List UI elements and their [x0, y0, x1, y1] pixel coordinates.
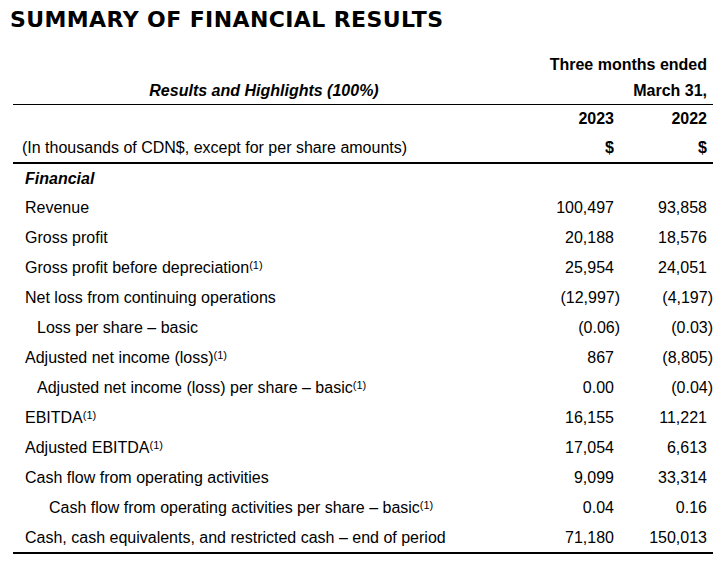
numeric-value: (4,197): [662, 289, 713, 306]
numeric-value: 150,013: [649, 529, 707, 546]
value-2022: 33,314: [620, 463, 713, 493]
table-row: EBITDA(1) 16,155 11,221: [13, 403, 713, 433]
row-label: Adjusted net income (loss) per share – b…: [13, 373, 515, 403]
value-2023: 20,188: [515, 223, 620, 253]
value-2023: 25,954: [515, 253, 620, 283]
column-header-2023: 2023: [515, 104, 620, 131]
units-note: (In thousands of CDN$, except for per sh…: [13, 131, 515, 163]
units-header-row: (In thousands of CDN$, except for per sh…: [13, 131, 713, 163]
row-label: Cash flow from operating activities: [13, 463, 515, 493]
value-2022: (8,805): [620, 343, 713, 373]
value-2023: 17,054: [515, 433, 620, 463]
row-label: Cash, cash equivalents, and restricted c…: [13, 523, 515, 553]
value-2022: (0.03): [620, 313, 713, 343]
table-row: Cash flow from operating activities per …: [13, 493, 713, 523]
table-row: Gross profit before depreciation(1) 25,95…: [13, 253, 713, 283]
value-2023: 9,099: [515, 463, 620, 493]
table-row: Cash, cash equivalents, and restricted c…: [13, 523, 713, 553]
numeric-value: (12,997): [560, 289, 620, 306]
value-2022: 93,858: [620, 193, 713, 223]
results-highlights-heading: Results and Highlights (100%): [13, 76, 515, 104]
financial-results-table: Three months ended Results and Highlight…: [13, 50, 713, 554]
numeric-value: 6,613: [667, 439, 707, 456]
numeric-value: 11,221: [659, 409, 707, 426]
value-2022: (0.04): [620, 373, 713, 403]
value-2022: 11,221: [620, 403, 713, 433]
value-2023: (12,997): [515, 283, 620, 313]
numeric-value: 9,099: [574, 469, 614, 486]
period-line1: Three months ended: [13, 50, 713, 76]
value-2022: 24,051: [620, 253, 713, 283]
page-title: SUMMARY OF FINANCIAL RESULTS: [10, 8, 727, 32]
row-label: Adjusted net income (loss)(1): [13, 343, 515, 373]
value-2022: 6,613: [620, 433, 713, 463]
row-label: Revenue: [13, 193, 515, 223]
numeric-value: 0.16: [676, 499, 707, 516]
table-row: Net loss from continuing operations (12,9…: [13, 283, 713, 313]
row-label: Net loss from continuing operations: [13, 283, 515, 313]
value-2023: 0.00: [515, 373, 620, 403]
table-row: Cash flow from operating activities 9,099…: [13, 463, 713, 493]
numeric-value: 71,180: [565, 529, 614, 546]
numeric-value: (0.04): [671, 379, 713, 396]
footnote-ref: (1): [420, 499, 433, 511]
year-header-row: 2023 2022: [13, 104, 713, 131]
footnote-ref: (1): [214, 349, 227, 361]
numeric-value: 17,054: [565, 439, 614, 456]
numeric-value: 0.04: [583, 499, 614, 516]
numeric-value: 24,051: [658, 259, 707, 276]
row-label: Financial: [13, 163, 515, 193]
value-2023: 71,180: [515, 523, 620, 553]
currency-symbol-2023: $: [515, 131, 620, 163]
row-label: Adjusted EBITDA(1): [13, 433, 515, 463]
table-row: Gross profit 20,188 18,576: [13, 223, 713, 253]
value-2023: (0.06): [515, 313, 620, 343]
row-label: Loss per share – basic: [13, 313, 515, 343]
table-row: Loss per share – basic (0.06) (0.03): [13, 313, 713, 343]
numeric-value: (0.03): [671, 319, 713, 336]
value-2022: 150,013: [620, 523, 713, 553]
table-header: Three months ended Results and Highlight…: [13, 50, 713, 163]
table-row: Financial: [13, 163, 713, 193]
table-row: Adjusted net income (loss) per share – b…: [13, 373, 713, 403]
empty-header-cell: [13, 104, 515, 131]
footnote-ref: (1): [150, 439, 163, 451]
table-row: Revenue 100,497 93,858: [13, 193, 713, 223]
value-2023: 867: [515, 343, 620, 373]
row-label: EBITDA(1): [13, 403, 515, 433]
footnote-ref: (1): [249, 259, 262, 271]
table-body: FinancialRevenue 100,497 93,858 Gross profi…: [13, 163, 713, 553]
numeric-value: (8,805): [662, 349, 713, 366]
row-label: Cash flow from operating activities per …: [13, 493, 515, 523]
numeric-value: 93,858: [658, 199, 707, 216]
numeric-value: 16,155: [565, 409, 614, 426]
row-label: Gross profit before depreciation(1): [13, 253, 515, 283]
table-row: Adjusted net income (loss)(1) 867 (8,805): [13, 343, 713, 373]
currency-symbol-2022: $: [620, 131, 713, 163]
numeric-value: 25,954: [565, 259, 614, 276]
value-2022: 18,576: [620, 223, 713, 253]
column-header-2022: 2022: [620, 104, 713, 131]
numeric-value: 33,314: [658, 469, 707, 486]
period-line2: March 31,: [515, 76, 713, 104]
period-header-row: Three months ended: [13, 50, 713, 76]
value-2023: 0.04: [515, 493, 620, 523]
value-2022: 0.16: [620, 493, 713, 523]
subheader-row: Results and Highlights (100%) March 31,: [13, 76, 713, 104]
value-2022: (4,197): [620, 283, 713, 313]
row-label: Gross profit: [13, 223, 515, 253]
value-2023: [515, 163, 620, 193]
value-2023: 16,155: [515, 403, 620, 433]
numeric-value: 18,576: [658, 229, 707, 246]
value-2022: [620, 163, 713, 193]
numeric-value: 867: [587, 349, 614, 366]
numeric-value: (0.06): [578, 319, 620, 336]
numeric-value: 0.00: [583, 379, 614, 396]
footnote-ref: (1): [353, 379, 366, 391]
numeric-value: 100,497: [556, 199, 614, 216]
footnote-ref: (1): [83, 409, 96, 421]
value-2023: 100,497: [515, 193, 620, 223]
numeric-value: 20,188: [565, 229, 614, 246]
table-row: Adjusted EBITDA(1) 17,054 6,613: [13, 433, 713, 463]
